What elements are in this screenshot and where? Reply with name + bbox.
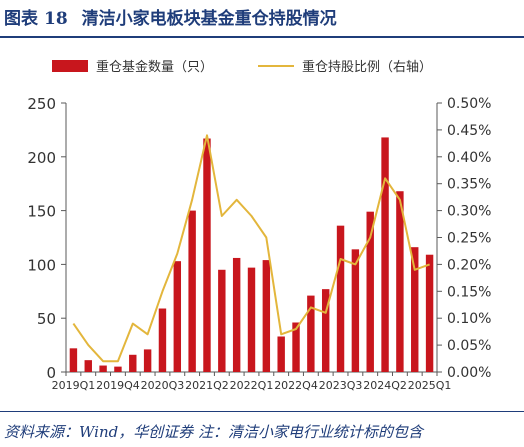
figure-title: 清洁小家电板块基金重仓持股情况 [81, 9, 337, 29]
chart-title: 图表 18 清洁小家电板块基金重仓持股情况 [4, 4, 520, 34]
x-tick-label: 2022Q4 [274, 379, 318, 392]
legend-swatch-bar [52, 60, 88, 72]
right-tick-label: 0.25% [447, 231, 491, 247]
bar [114, 366, 122, 372]
x-tick-label: 2021Q2 [185, 379, 229, 392]
bar [307, 295, 315, 372]
bar [366, 211, 374, 372]
bar [292, 322, 300, 372]
title-rule [0, 36, 524, 38]
bar [396, 191, 404, 372]
legend: 重仓基金数量（只） 重仓持股比例（右轴） [52, 59, 432, 75]
bar [218, 269, 226, 372]
legend-label-line: 重仓持股比例（右轴） [302, 59, 432, 75]
bar [69, 348, 78, 372]
x-tick-label: 2024Q2 [363, 379, 407, 392]
right-tick-label: 0.45% [447, 123, 491, 139]
figure-label: 图表 [4, 9, 38, 29]
bar [143, 349, 152, 372]
left-tick-label: 150 [27, 203, 56, 221]
bar [351, 249, 360, 372]
bar [336, 225, 345, 372]
x-tick-label: 2019Q4 [96, 379, 140, 392]
x-tick-label: 2020Q3 [141, 379, 185, 392]
right-tick-label: 0.20% [447, 257, 491, 273]
right-tick-label: 0.35% [447, 177, 491, 193]
x-tick-label: 2022Q1 [230, 379, 274, 392]
figure-number: 18 [44, 9, 68, 29]
left-tick-label: 50 [37, 310, 56, 328]
x-tick-label: 2025Q1 [408, 379, 452, 392]
bar [203, 138, 211, 372]
bar [129, 354, 137, 372]
bar [411, 247, 419, 372]
right-tick-label: 0.00% [447, 365, 491, 381]
left-tick-label: 0 [46, 364, 56, 382]
bar [381, 137, 389, 372]
right-tick-label: 0.15% [447, 284, 491, 300]
left-tick-label: 250 [27, 95, 56, 113]
bar [262, 260, 271, 372]
bar [321, 289, 330, 372]
right-tick-label: 0.50% [447, 96, 491, 112]
right-tick-label: 0.05% [447, 338, 491, 354]
left-tick-label: 100 [27, 256, 56, 274]
bar [247, 267, 256, 372]
x-tick-label: 2019Q1 [52, 379, 96, 392]
bar [158, 308, 167, 372]
right-tick-label: 0.40% [447, 150, 491, 166]
bar [188, 210, 196, 372]
bar [425, 254, 434, 372]
bar [173, 261, 182, 372]
left-tick-label: 200 [27, 149, 56, 167]
legend-label-bar: 重仓基金数量（只） [96, 59, 213, 75]
x-tick-label: 2023Q3 [319, 379, 363, 392]
right-tick-label: 0.10% [447, 311, 491, 327]
footer-rule [0, 411, 524, 412]
source-note: 资料来源：Wind，华创证券 注：清洁小家电行业统计标的包含 [4, 423, 423, 441]
bar [277, 336, 285, 372]
right-tick-label: 0.30% [447, 204, 491, 220]
bar [84, 360, 92, 372]
series-line [72, 134, 430, 363]
bar [232, 257, 241, 372]
bar [99, 365, 107, 372]
